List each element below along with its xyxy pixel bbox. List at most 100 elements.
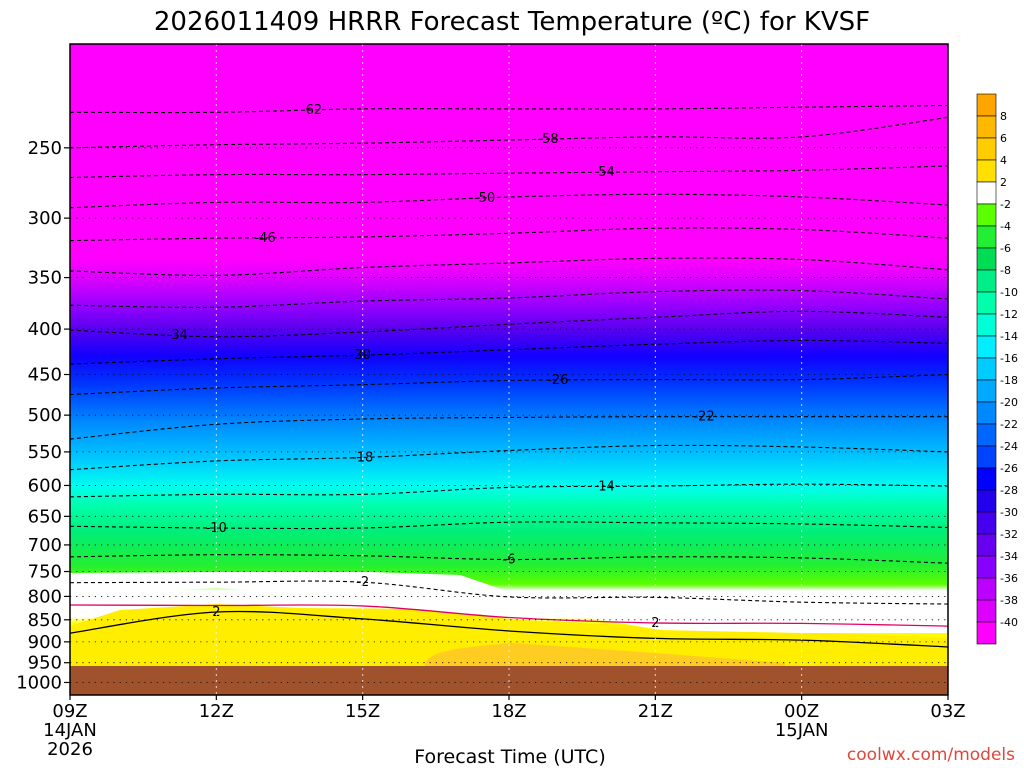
y-tick-label: 300	[28, 208, 62, 229]
y-tick-label: 600	[28, 475, 62, 496]
colorbar-swatch	[976, 357, 997, 381]
colorbar-swatch	[976, 137, 997, 161]
x-tick-label: 00Z	[784, 701, 819, 722]
isotherm-line	[70, 416, 948, 440]
x-tick-label: 12Z	[199, 701, 234, 722]
isotherm-label: 62	[306, 103, 323, 118]
isotherm-line	[70, 483, 948, 498]
colorbar-swatch	[976, 533, 997, 557]
colorbar-swatch	[976, 489, 997, 513]
y-tick-label: 750	[28, 562, 62, 583]
colorbar-swatch	[976, 445, 997, 469]
y-tick-label: 250	[28, 138, 62, 159]
warmest-region	[425, 643, 785, 666]
isotherm-label: -34	[167, 328, 188, 343]
colorbar-swatch	[976, 291, 997, 315]
colorbar-label: -30	[1000, 506, 1018, 519]
colorbar-label: -16	[1000, 352, 1018, 365]
colorbar-swatch	[976, 225, 997, 249]
isotherm-label: -50	[474, 191, 495, 206]
y-tick-label: 400	[28, 319, 62, 340]
isotherm-label: -10	[206, 521, 227, 536]
y-tick-label: 1000	[16, 672, 62, 693]
colorbar-swatch	[976, 203, 997, 227]
isotherm-label: -2	[356, 575, 369, 590]
colorbar-label: -28	[1000, 484, 1018, 497]
chart-title: 2026011409 HRRR Forecast Temperature (ºC…	[154, 7, 870, 37]
colorbar-label: -10	[1000, 286, 1018, 299]
colorbar-swatch	[976, 247, 997, 271]
x-tick-label: 21Z	[638, 701, 673, 722]
colorbar-label: -14	[1000, 330, 1018, 343]
colorbar-legend: 8 6 4 2 -2 -4 -6 -8 -10 -12 -14 -16 -18 -20 -22 -24 -26 -…	[976, 93, 1018, 645]
isotherm-line	[70, 227, 948, 242]
x-tick-date: 14JAN	[43, 720, 97, 741]
x-tick-date: 15JAN	[775, 720, 829, 741]
colorbar-label: -36	[1000, 572, 1018, 585]
colorbar-swatch	[976, 467, 997, 491]
isotherm-line	[70, 193, 948, 209]
colorbar-swatch	[976, 511, 997, 535]
colorbar-swatch	[976, 599, 997, 623]
y-tick-label: 850	[28, 610, 62, 631]
isotherm-label: -26	[547, 373, 568, 388]
colorbar-label: -20	[1000, 396, 1018, 409]
colorbar-label: -40	[1000, 616, 1018, 629]
isotherm-label: -18	[352, 450, 373, 465]
x-tick-label: 03Z	[930, 701, 965, 722]
isotherm-line	[70, 116, 948, 149]
colorbar-swatch	[976, 555, 997, 579]
colorbar-label: -38	[1000, 594, 1018, 607]
isotherm-label: 14	[598, 480, 615, 495]
colorbar-label: -4	[1000, 220, 1011, 233]
colorbar-swatch	[976, 115, 997, 139]
warm-region-above-freezing	[70, 604, 948, 666]
x-tick-label: 18Z	[491, 701, 526, 722]
isotherm-line	[70, 604, 948, 627]
isotherm-line	[70, 554, 948, 564]
x-axis-label: Forecast Time (UTC)	[414, 746, 605, 768]
isotherm-line	[70, 521, 948, 530]
colorbar-swatch	[976, 401, 997, 425]
colorbar-label: -22	[1000, 418, 1018, 431]
colorbar-swatch	[976, 181, 997, 205]
x-tick-year: 2026	[47, 739, 93, 760]
grid-lines	[70, 44, 948, 695]
colorbar-swatch	[976, 379, 997, 403]
y-tick-label: 950	[28, 653, 62, 674]
x-tick-label: 15Z	[345, 701, 380, 722]
y-tick-label: 650	[28, 506, 62, 527]
y-tick-label: 800	[28, 586, 62, 607]
colorbar-label: -34	[1000, 550, 1018, 563]
colorbar-swatch	[976, 159, 997, 183]
isotherm-line	[70, 373, 948, 396]
isotherm-label: 54	[598, 165, 615, 180]
colorbar-label: -32	[1000, 528, 1018, 541]
y-tick-label: 900	[28, 632, 62, 653]
isotherm-label: 2	[651, 616, 659, 631]
colorbar-label: -8	[1000, 264, 1011, 277]
colorbar-swatch	[976, 423, 997, 447]
colorbar-label: -26	[1000, 462, 1018, 475]
colorbar-label: 4	[1000, 154, 1007, 167]
colorbar-swatch	[976, 269, 997, 293]
y-tick-label: 450	[28, 365, 62, 386]
isotherm-label: -46	[254, 231, 275, 246]
colorbar-swatch	[976, 335, 997, 359]
colorbar-label: -2	[1000, 198, 1011, 211]
y-tick-label: 500	[28, 405, 62, 426]
colorbar-swatch	[976, 621, 997, 645]
isotherm-label: 30	[354, 348, 371, 363]
y-axis-pressure: 2503003504004505005506006507007508008509…	[16, 138, 70, 693]
x-tick-label: 09Z	[52, 701, 87, 722]
colorbar-label: 2	[1000, 176, 1007, 189]
colorbar-label: -24	[1000, 440, 1018, 453]
isotherm-line	[70, 610, 948, 648]
colorbar-swatch	[976, 313, 997, 337]
colorbar-label: -6	[1000, 242, 1011, 255]
isotherm-label: -22	[693, 410, 714, 425]
y-tick-label: 350	[28, 268, 62, 289]
credit-link[interactable]: coolwx.com/models	[847, 745, 1015, 765]
